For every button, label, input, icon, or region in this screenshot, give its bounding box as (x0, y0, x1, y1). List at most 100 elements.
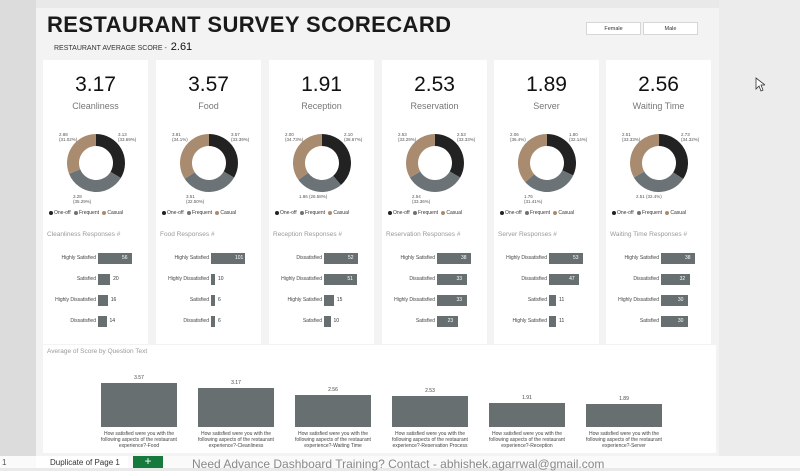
question-score-bar[interactable] (586, 403, 662, 427)
response-bar-row[interactable]: Highly Satisfied 15 (269, 295, 374, 307)
response-bar[interactable] (211, 274, 215, 285)
response-bar-row[interactable]: Highly Satisfied 38 (606, 253, 711, 265)
report-title: RESTAURANT SURVEY SCORECARD (47, 12, 452, 37)
response-bar-row[interactable]: Highly Dissatisfied 16 (43, 295, 148, 307)
response-label: Highly Dissatisfied (168, 276, 209, 282)
response-bar[interactable] (661, 274, 690, 285)
legend-dot-casual (441, 210, 446, 215)
response-bar[interactable] (549, 274, 580, 285)
response-bar-row[interactable]: Highly Dissatisfied 10 (156, 274, 261, 286)
donut-slice-casual[interactable] (630, 134, 660, 178)
legend-casual: Casual (107, 210, 123, 216)
response-bar[interactable] (437, 295, 467, 306)
donut-label-top-right: 3.13 (33.69%) (118, 132, 137, 142)
response-bar[interactable] (437, 253, 471, 264)
donut-slice-one-off[interactable] (322, 134, 351, 185)
response-value: 47 (569, 276, 575, 282)
question-score-bar[interactable] (295, 395, 371, 427)
donut-label-top-right: 3.57 (33.39%) (231, 132, 250, 142)
slicer-male[interactable]: Male (643, 22, 698, 35)
response-bar[interactable] (98, 253, 132, 264)
response-label: Highly Satisfied (512, 318, 547, 324)
response-bar-row[interactable]: Highly Satisfied 56 (43, 253, 148, 265)
response-bar-row[interactable]: Dissatisfied 6 (156, 316, 261, 328)
donut-slice-one-off[interactable] (96, 134, 125, 179)
add-page-button[interactable]: + (133, 455, 163, 468)
response-bar-row[interactable]: Highly Satisfied 11 (494, 316, 599, 328)
responses-panel-0: Cleanliness Responses # Highly Satisfied… (43, 229, 148, 344)
response-bar[interactable] (211, 316, 215, 327)
donut-slice-frequent[interactable] (409, 171, 461, 192)
response-bar-row[interactable]: Highly Satisfied 38 (382, 253, 487, 265)
donut-slice-one-off[interactable] (547, 134, 576, 176)
response-bar-row[interactable]: Satisfied 23 (382, 316, 487, 328)
donut-slice-frequent[interactable] (525, 170, 574, 192)
question-score-bar[interactable] (101, 383, 177, 427)
response-bar[interactable] (437, 316, 458, 327)
response-bar-row[interactable]: Highly Dissatisfied 33 (382, 295, 487, 307)
response-value: 32 (679, 276, 686, 282)
legend-dot-one-off (162, 210, 166, 215)
responses-title: Waiting Time Responses # (610, 231, 688, 238)
slicer-female[interactable]: Female (586, 22, 641, 35)
response-bar[interactable] (211, 295, 215, 306)
donut-slice-casual[interactable] (518, 134, 547, 183)
question-text: How satisfied were you with the followin… (586, 431, 662, 449)
response-bar[interactable] (324, 295, 334, 306)
response-bar-row[interactable]: Dissatisfied 52 (269, 253, 374, 265)
response-bar-row[interactable]: Highly Dissatisfied 30 (606, 295, 711, 307)
response-value: 30 (677, 318, 684, 324)
donut-slice-one-off[interactable] (435, 134, 464, 178)
donut-slice-frequent[interactable] (298, 172, 341, 192)
response-bar-row[interactable]: Highly Dissatisfied 53 (494, 253, 599, 265)
question-text: How satisfied were you with the followin… (489, 431, 565, 449)
response-bar-row[interactable]: Dissatisfied 47 (494, 274, 599, 286)
donut-slice-casual[interactable] (67, 134, 96, 174)
response-bar[interactable] (661, 316, 688, 327)
response-bar[interactable] (324, 274, 358, 285)
kpi-label: Waiting Time (632, 101, 685, 111)
response-label: Dissatisfied (409, 276, 435, 282)
donut-slice-casual[interactable] (180, 134, 209, 179)
response-bar[interactable] (98, 274, 111, 285)
responses-panel-1: Food Responses # Highly Satisfied 101 Hi… (156, 229, 261, 344)
response-bar-row[interactable]: Satisfied 20 (43, 274, 148, 286)
response-bar[interactable] (549, 253, 583, 264)
question-score-bar[interactable] (198, 387, 274, 427)
question-score-bar[interactable] (392, 395, 468, 427)
donut-slice-one-off[interactable] (209, 134, 238, 178)
response-bar[interactable] (661, 295, 688, 306)
response-bar[interactable] (549, 295, 557, 306)
response-bar-row[interactable]: Satisfied 30 (606, 316, 711, 328)
response-bar[interactable] (211, 253, 245, 264)
question-text: How satisfied were you with the followin… (101, 431, 177, 449)
donut-slice-frequent[interactable] (69, 169, 121, 192)
response-bar[interactable] (98, 295, 108, 306)
response-bar-row[interactable]: Satisfied 10 (269, 316, 374, 328)
question-score-bar[interactable] (489, 403, 565, 427)
response-bar-row[interactable]: Highly Dissatisfied 51 (269, 274, 374, 286)
response-bar-row[interactable]: Dissatisfied 14 (43, 316, 148, 328)
donut-slice-frequent[interactable] (633, 171, 684, 192)
donut-slice-casual[interactable] (293, 134, 322, 180)
response-value: 38 (461, 255, 467, 261)
response-bar[interactable] (324, 253, 358, 264)
response-bar-row[interactable]: Dissatisfied 32 (606, 274, 711, 286)
donut-slice-one-off[interactable] (659, 134, 688, 180)
response-bar-row[interactable]: Dissatisfied 33 (382, 274, 487, 286)
donut-slice-casual[interactable] (406, 134, 435, 178)
response-bar-row[interactable]: Highly Satisfied 101 (156, 253, 261, 265)
donut-chart (180, 134, 238, 192)
response-bar[interactable] (549, 316, 557, 327)
response-bar[interactable] (661, 253, 695, 264)
response-bar[interactable] (437, 274, 467, 285)
response-bar[interactable] (98, 316, 107, 327)
response-bar-row[interactable]: Satisfied 6 (156, 295, 261, 307)
response-value: 101 (235, 255, 244, 261)
response-bar-row[interactable]: Satisfied 11 (494, 295, 599, 307)
donut-slice-frequent[interactable] (184, 171, 235, 192)
response-label: Dissatisfied (70, 318, 96, 324)
donut-legend: One-off Frequent Casual (47, 210, 147, 216)
tab-duplicate-page-1[interactable]: Duplicate of Page 1 (36, 456, 128, 468)
response-bar[interactable] (324, 316, 331, 327)
